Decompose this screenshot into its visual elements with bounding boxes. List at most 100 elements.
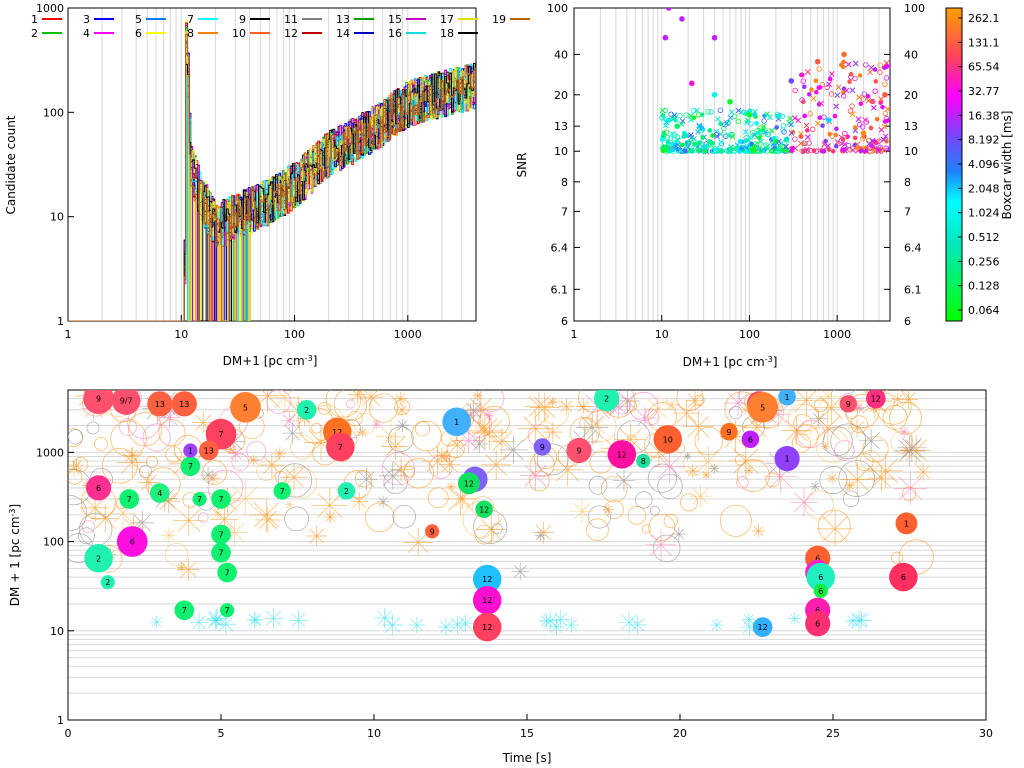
faint-event	[673, 399, 701, 427]
event-label: 7	[218, 430, 223, 439]
faint-event	[68, 429, 84, 445]
faint-event	[428, 455, 453, 479]
faint-event	[584, 413, 609, 438]
snr-point	[695, 129, 701, 135]
faint-event	[520, 460, 551, 491]
x-tick-label: 100	[739, 328, 760, 341]
snr-point	[828, 91, 835, 97]
snr-point	[743, 138, 749, 144]
snr-point	[833, 132, 839, 138]
faint-event	[862, 436, 889, 463]
snr-point	[667, 148, 672, 154]
snr-point	[838, 62, 844, 68]
x-tick-label: 20	[673, 727, 687, 740]
faint-event	[676, 390, 704, 411]
faint-event	[868, 464, 895, 492]
legend-label: 5	[135, 13, 142, 26]
snr-point	[762, 113, 767, 119]
y-tick-label-right: 13	[904, 120, 918, 133]
faint-event	[200, 467, 216, 483]
faint-event	[628, 615, 647, 634]
snr-point	[706, 141, 713, 147]
snr-point	[863, 119, 870, 125]
faint-event	[739, 404, 751, 416]
faint-event	[374, 607, 395, 629]
x-tick-label: 1	[65, 328, 72, 341]
snr-point	[705, 109, 711, 115]
faint-event	[551, 453, 585, 487]
colorbar-tick-label: 0.128	[968, 280, 1000, 293]
event-marker	[83, 390, 114, 414]
event-label: 7	[127, 495, 132, 504]
snr-point	[817, 115, 823, 120]
y-tick-label: 10	[554, 145, 568, 158]
faint-event	[345, 399, 356, 409]
faint-event	[586, 518, 609, 542]
faint-event	[73, 456, 89, 473]
snr-point	[662, 122, 669, 129]
snr-point	[783, 143, 789, 150]
snr-frame	[573, 7, 891, 322]
faint-event	[743, 413, 771, 442]
event-label: 9	[96, 395, 101, 404]
snr-point	[790, 145, 796, 151]
snr-point	[764, 143, 771, 149]
snr-point	[754, 148, 760, 154]
faint-event	[202, 460, 227, 485]
faint-event	[68, 494, 87, 532]
snr-point	[880, 104, 885, 110]
event-label: 12	[482, 623, 492, 632]
y-tick-label: 10	[50, 625, 64, 638]
faint-event	[751, 524, 766, 538]
y-tick-label-right: 7	[904, 205, 911, 218]
event-marker	[533, 438, 552, 456]
faint-event	[280, 463, 308, 491]
faint-event	[68, 428, 83, 448]
snr-point	[827, 131, 833, 137]
faint-event	[693, 445, 724, 477]
event-label: 6	[96, 484, 101, 493]
x-tick-label: 0	[65, 727, 72, 740]
faint-event	[481, 449, 512, 480]
snr-point	[866, 140, 873, 147]
snr-point	[845, 61, 852, 68]
event-label: 6	[815, 606, 820, 615]
snr-point	[768, 127, 775, 134]
faint-event	[524, 391, 554, 422]
snr-point-bright	[711, 91, 718, 98]
faint-event	[249, 613, 263, 627]
faint-event	[142, 423, 171, 452]
event-label: 5	[760, 403, 765, 412]
y-tick-label: 20	[554, 89, 568, 102]
faint-event	[266, 390, 291, 414]
faint-event	[810, 481, 820, 492]
faint-event	[138, 471, 160, 494]
faint-event	[719, 504, 752, 537]
snr-point	[813, 78, 819, 84]
snr-point	[804, 128, 810, 133]
snr-point	[781, 129, 787, 135]
snr-panel: 1 10 100 1000 6 6 6.1 6.1 6.4 6.4 7 7 8 8 10 10 13 13 20 20…	[515, 2, 925, 369]
faint-event	[376, 495, 390, 508]
event-marker	[211, 524, 231, 545]
event-marker	[211, 489, 231, 509]
faint-event	[604, 499, 624, 520]
faint-event	[476, 514, 507, 545]
snr-point	[686, 148, 693, 155]
faint-event	[437, 618, 455, 636]
faint-event	[472, 390, 483, 401]
snr-point-bright	[788, 78, 795, 84]
faint-event	[618, 611, 640, 634]
faint-event	[303, 425, 339, 460]
event-label: 7	[218, 549, 223, 558]
snr-point	[816, 85, 822, 90]
snr-point	[810, 95, 817, 102]
snr-point	[802, 140, 808, 146]
faint-event	[79, 512, 113, 547]
faint-event	[284, 500, 295, 510]
snr-point	[848, 71, 854, 77]
y-tick-label-right: 6.1	[904, 283, 922, 296]
faint-event	[891, 393, 904, 406]
event-label: 7	[197, 495, 202, 504]
